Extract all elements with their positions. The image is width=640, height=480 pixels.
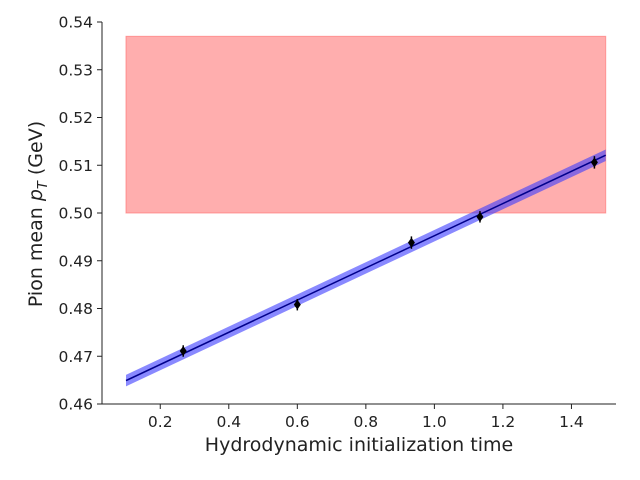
y-axis-title-symbol: p xyxy=(25,189,47,202)
experimental-range-region xyxy=(125,35,607,214)
x-tick-label: 0.2 xyxy=(148,413,173,431)
y-axis-title: Pion mean pT (GeV) xyxy=(25,121,51,307)
x-tick-label: 1.4 xyxy=(559,413,584,431)
y-tick-label: 0.49 xyxy=(58,252,93,270)
y-tick-label: 0.50 xyxy=(58,205,93,223)
x-ticks-group: 0.2 0.4 0.6 0.8 1.0 1.2 1.4 xyxy=(148,404,584,431)
x-axis-title: Hydrodynamic initialization time xyxy=(205,434,513,456)
y-tick-label: 0.47 xyxy=(58,348,93,366)
y-tick-label: 0.51 xyxy=(58,157,93,175)
data-point xyxy=(476,211,484,222)
y-tick-label: 0.52 xyxy=(58,109,93,127)
x-tick-label: 0.8 xyxy=(354,413,379,431)
y-tick-label: 0.46 xyxy=(58,396,93,414)
data-points-group xyxy=(179,156,598,357)
fit-line xyxy=(125,154,607,382)
data-point xyxy=(407,237,415,248)
y-axis-title-prefix: Pion mean xyxy=(25,201,47,307)
y-ticks-group: 0.46 0.47 0.48 0.49 0.50 0.51 0.52 0.53 0.54 xyxy=(58,14,102,414)
y-tick-label: 0.53 xyxy=(58,61,93,79)
y-axis-title-suffix: (GeV) xyxy=(25,121,47,181)
x-tick-label: 1.0 xyxy=(422,413,447,431)
y-tick-label: 0.48 xyxy=(58,300,93,318)
data-point xyxy=(293,299,301,310)
y-axis-title-subscript: T xyxy=(36,180,51,189)
data-point xyxy=(590,157,598,168)
x-tick-label: 1.2 xyxy=(491,413,516,431)
data-point xyxy=(179,345,187,356)
x-tick-label: 0.6 xyxy=(285,413,310,431)
x-tick-label: 0.4 xyxy=(216,413,241,431)
y-tick-label: 0.54 xyxy=(58,14,93,32)
